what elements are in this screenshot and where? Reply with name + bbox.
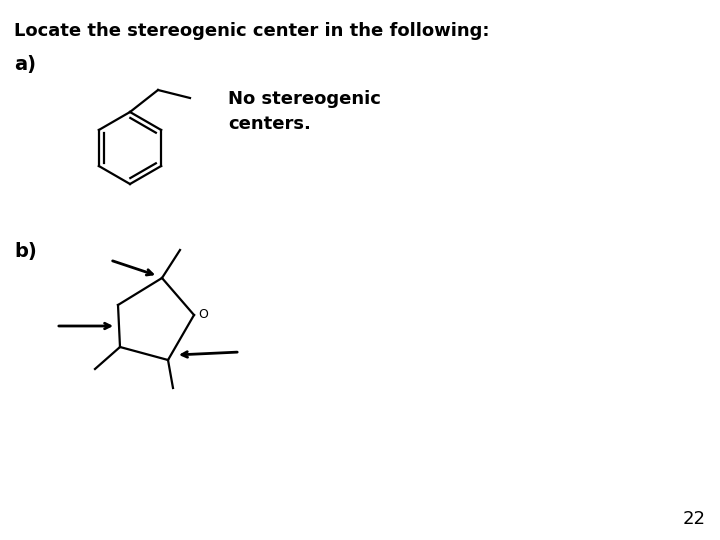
Text: b): b) (14, 242, 37, 261)
Text: Locate the stereogenic center in the following:: Locate the stereogenic center in the fol… (14, 22, 490, 40)
Text: a): a) (14, 55, 36, 74)
Text: 22: 22 (683, 510, 706, 528)
Text: No stereogenic
centers.: No stereogenic centers. (228, 90, 381, 133)
Text: O: O (198, 308, 208, 321)
